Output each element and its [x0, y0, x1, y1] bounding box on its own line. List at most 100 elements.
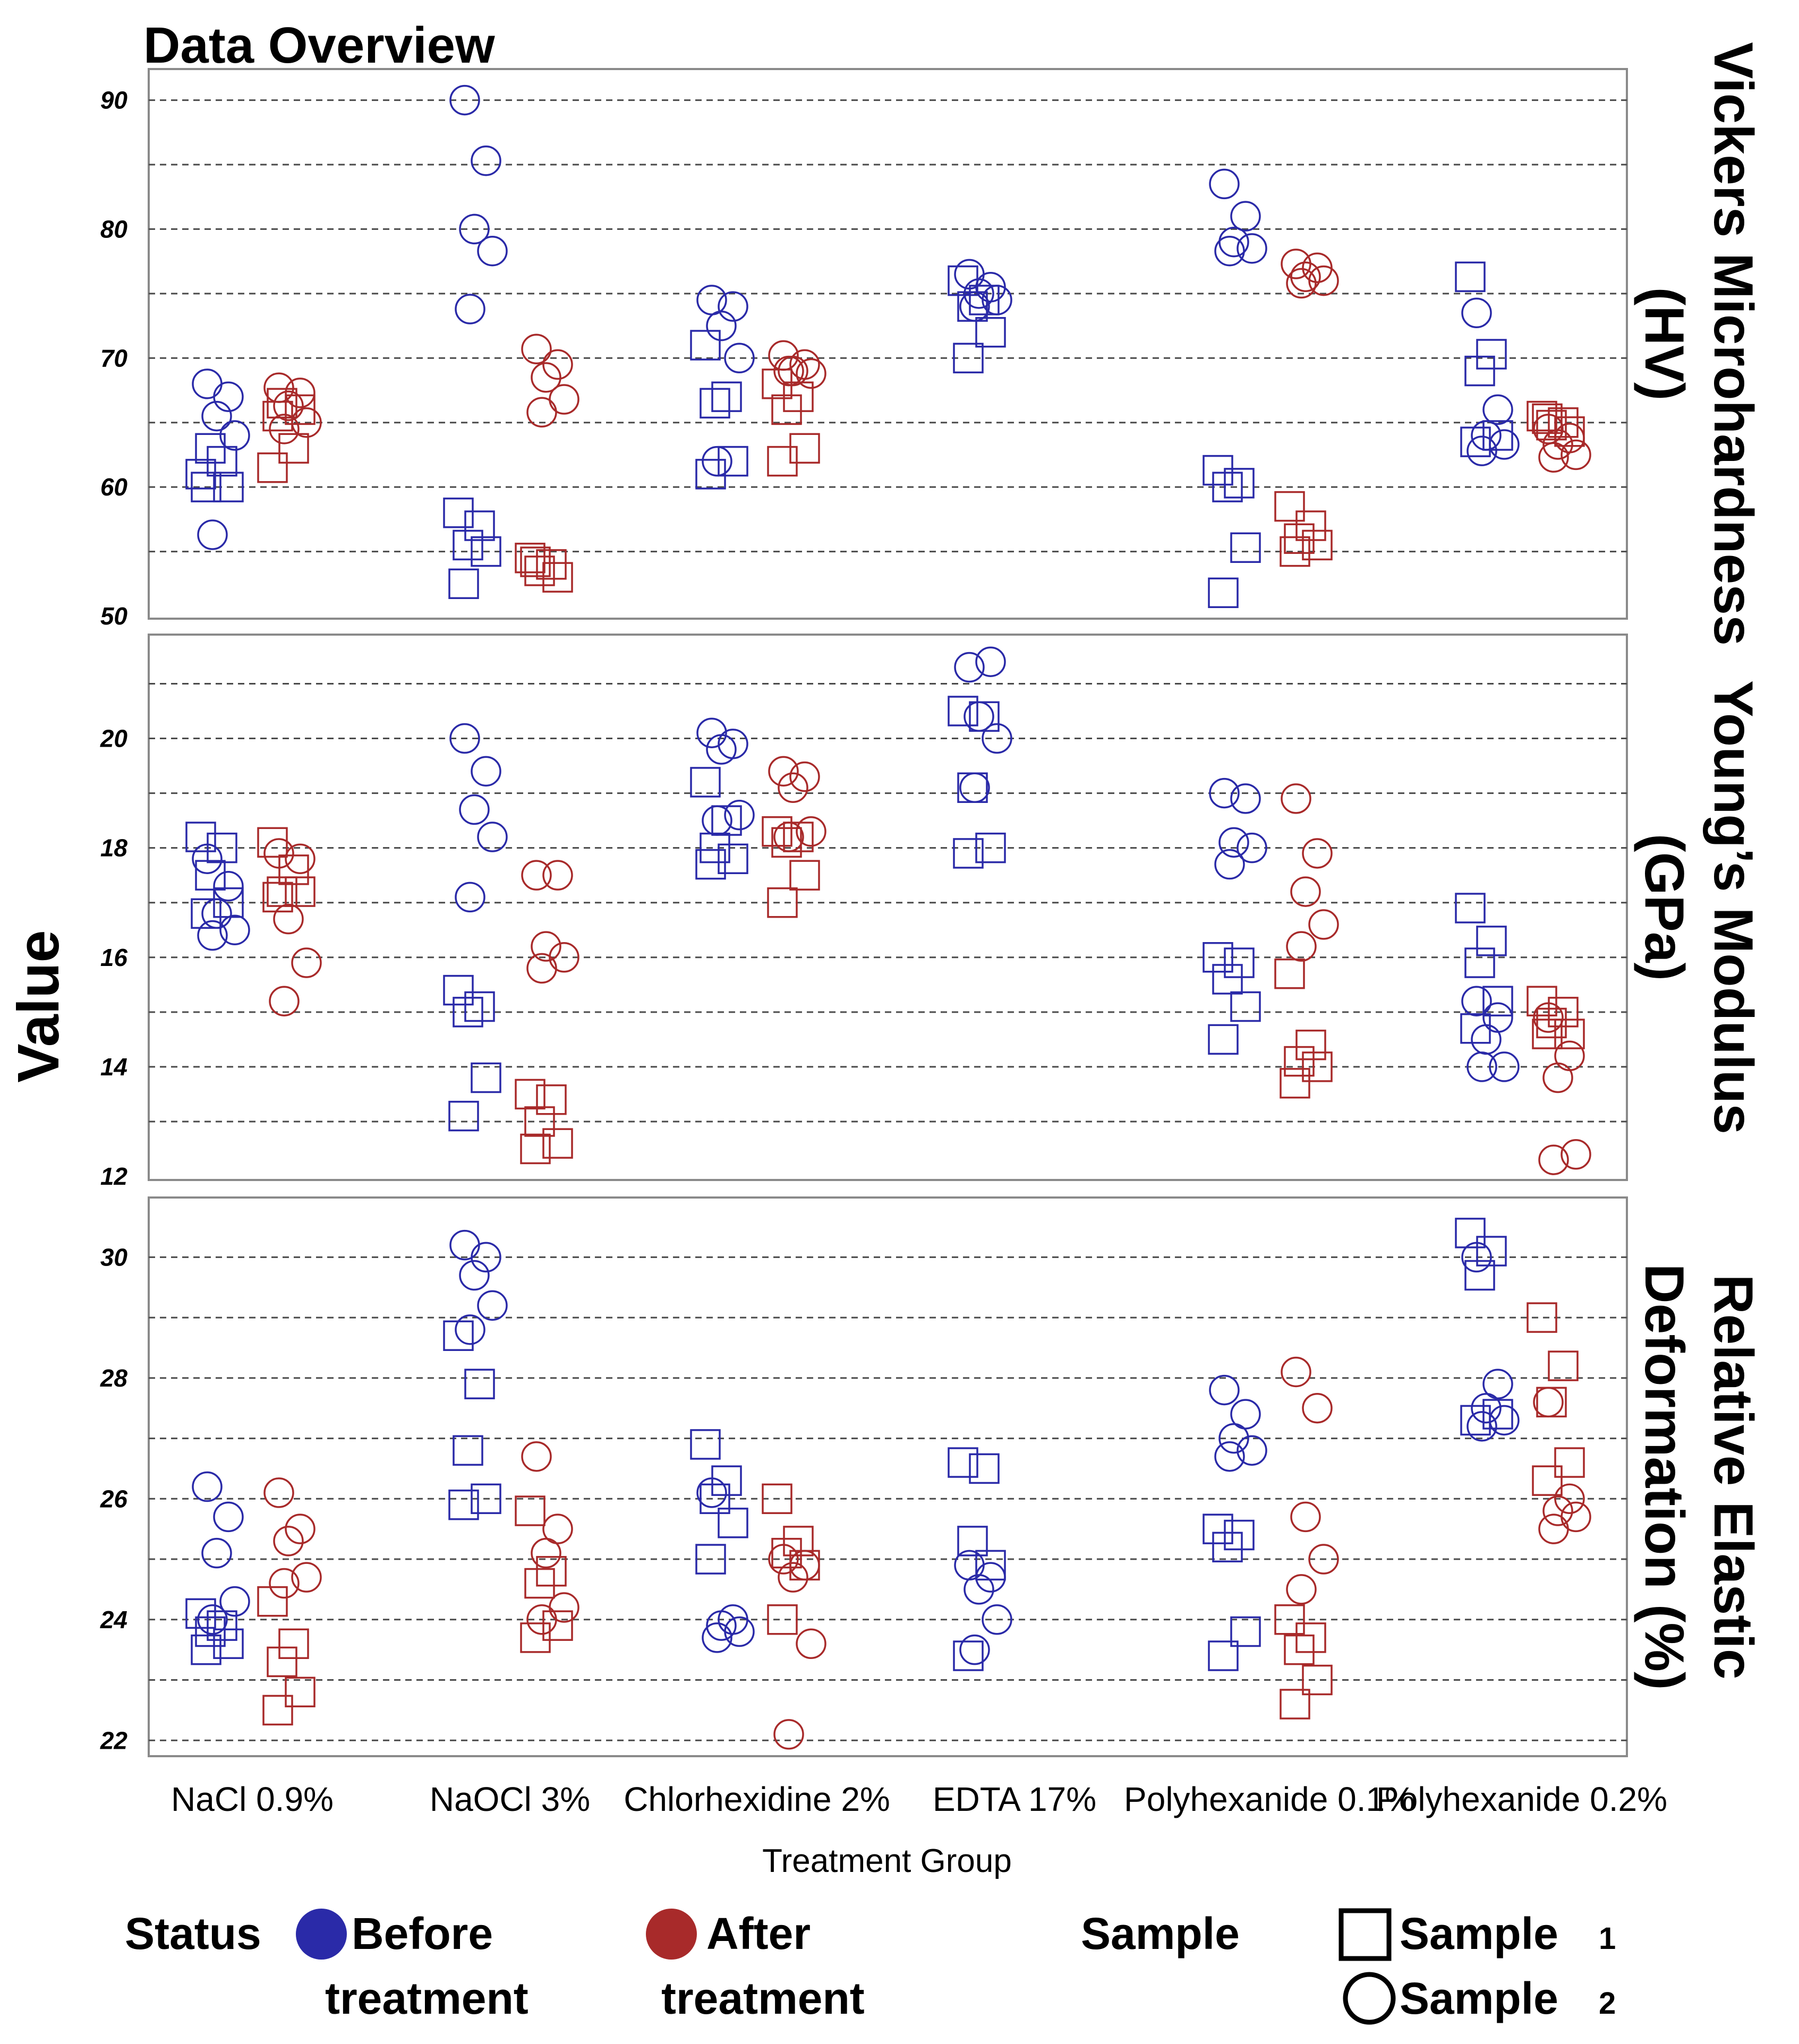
point-sample1-before [711, 381, 742, 412]
point-sample1-after [515, 1495, 545, 1526]
point-sample1-after [789, 433, 820, 464]
x-tick-label: Polyhexanide 0.1% [1124, 1780, 1415, 1818]
point-sample1-before [1224, 947, 1255, 978]
point-sample2-before [1461, 297, 1492, 329]
point-sample2-after [291, 1562, 322, 1593]
point-sample1-after [1532, 1019, 1563, 1049]
point-sample1-after [1548, 997, 1579, 1028]
y-tick-label: 80 [100, 215, 128, 243]
point-sample1-before [471, 1062, 501, 1093]
point-sample2-before [201, 400, 232, 432]
point-sample2-before [975, 646, 1006, 677]
panel-frame [148, 1196, 1628, 1757]
point-sample1-after [257, 452, 288, 483]
point-sample1-after [1302, 1051, 1333, 1082]
point-sample2-after [542, 349, 573, 380]
x-tick-label: Polyhexanide 0.2% [1376, 1780, 1667, 1818]
y-tick-label: 20 [100, 725, 128, 752]
point-sample2-after [273, 1526, 304, 1556]
point-sample1-before [1230, 991, 1261, 1022]
x-axis-title: Treatment Group [762, 1843, 1012, 1879]
point-sample2-before [455, 1314, 485, 1345]
point-sample1-before [453, 997, 483, 1028]
point-sample1-after [1548, 1350, 1579, 1381]
point-sample1-after [783, 822, 814, 852]
point-sample2-before [982, 1604, 1012, 1635]
point-sample1-after [1274, 958, 1305, 989]
point-sample2-before [959, 291, 990, 322]
point-sample1-after [267, 388, 297, 419]
point-sample2-before [1214, 849, 1245, 880]
point-sample2-before [706, 310, 737, 341]
point-sample2-before [219, 1586, 250, 1617]
point-sample2-after [789, 1550, 820, 1581]
point-sample2-after [1538, 1513, 1569, 1544]
point-sample2-after [773, 822, 804, 852]
point-sample2-before [954, 259, 985, 290]
point-sample2-after [1538, 1144, 1569, 1175]
point-sample2-after [542, 860, 573, 891]
point-sample2-after [1286, 268, 1317, 299]
point-sample2-after [778, 772, 808, 803]
y-axis-title: Value [6, 930, 71, 1082]
point-sample2-before [455, 294, 485, 324]
point-sample2-before [477, 1290, 508, 1321]
point-sample2-before [477, 235, 508, 267]
point-sample2-before [696, 717, 727, 748]
point-sample1-after [762, 816, 792, 847]
point-sample2-before [1218, 1423, 1249, 1454]
point-sample2-before [724, 343, 755, 374]
point-sample1-before [1476, 926, 1507, 956]
y-tick-label: 26 [100, 1485, 128, 1512]
x-tick-labels: NaCl 0.9% NaOCl 3% Chlorhexidine 2% EDTA 17… [171, 1780, 1667, 1818]
point-sample2-before [449, 1229, 480, 1261]
point-sample2-before [982, 723, 1012, 754]
point-sample1-before [191, 1634, 221, 1665]
point-sample1-after [257, 827, 288, 858]
point-sample1-after [278, 1628, 309, 1660]
point-sample2-before [954, 652, 985, 683]
point-sample1-before [1203, 942, 1233, 973]
point-sample1-after [524, 1106, 555, 1137]
facet-label-line: (GPa) [1633, 834, 1695, 981]
point-sample1-before [185, 1598, 216, 1629]
point-sample1-before [471, 1483, 501, 1515]
point-sample1-before [195, 1616, 226, 1647]
point-sample2-after [768, 340, 799, 371]
legend-after-label-1: After [706, 1909, 811, 1959]
point-sample1-before [953, 1640, 984, 1671]
point-sample2-after [1308, 1544, 1339, 1575]
point-sample2-before [696, 1477, 727, 1508]
facet-label-line: Deformation (%) [1633, 1263, 1695, 1690]
point-sample2-after [285, 843, 316, 874]
point-sample2-after [1286, 1574, 1317, 1605]
point-sample1-after [1302, 529, 1333, 561]
point-sample1-before [957, 1526, 988, 1556]
point-sample2-before [724, 1616, 755, 1647]
point-sample1-after [1280, 1689, 1310, 1720]
point-sample1-before [443, 497, 474, 528]
x-tick-label: NaCl 0.9% [171, 1780, 334, 1818]
point-sample2-after [1533, 1002, 1564, 1033]
point-sample1-after [767, 446, 798, 477]
point-sample2-before [213, 1501, 244, 1533]
point-sample2-before [706, 1610, 737, 1641]
point-sample2-before [1218, 827, 1249, 858]
point-sample2-before [982, 285, 1012, 315]
point-sample1-before [969, 1453, 1000, 1484]
point-sample1-after [285, 1677, 316, 1708]
point-sample2-before [1209, 1374, 1240, 1406]
point-sample2-after [1542, 1062, 1573, 1093]
point-sample1-before [700, 388, 730, 419]
point-sample2-before [1237, 1435, 1267, 1466]
point-sample2-before [219, 914, 250, 945]
point-sample1-before [711, 805, 742, 836]
point-sample2-before [706, 734, 737, 765]
point-sample1-after [278, 854, 309, 885]
point-sample2-after [291, 407, 322, 438]
point-sample2-after [285, 378, 316, 408]
point-sample1-after [536, 1556, 567, 1587]
point-sample2-after [549, 1592, 579, 1623]
point-sample1-after [257, 1586, 288, 1617]
